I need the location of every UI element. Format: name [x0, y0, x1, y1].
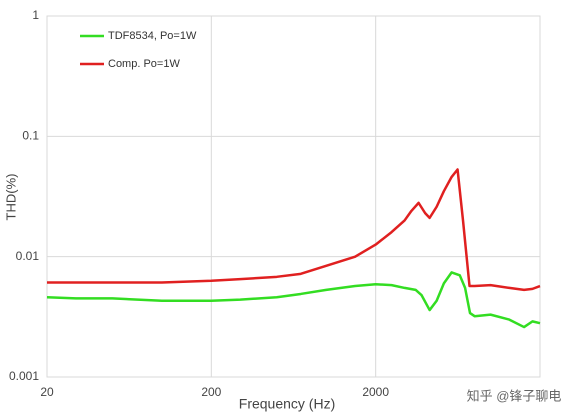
x-axis-title: Frequency (Hz): [239, 396, 335, 412]
data-line: [46, 271, 541, 329]
x-tick-label: 200: [201, 385, 221, 399]
y-tick-label: 0.01: [16, 249, 40, 263]
legend-label: TDF8534, Po=1W: [108, 30, 197, 42]
legend-label: Comp. Po=1W: [108, 58, 180, 70]
x-tick-label: 2000: [362, 385, 389, 399]
plot-frame: [46, 15, 541, 378]
data-line: [47, 168, 541, 292]
y-tick-label: 0.1: [22, 129, 39, 143]
y-axis-title: THD(%): [3, 174, 18, 221]
y-tick-label: 0.001: [9, 369, 39, 383]
watermark: 知乎 @锋子聊电: [467, 388, 562, 403]
y-tick-label: 1: [32, 8, 39, 22]
x-tick-label: 20: [40, 385, 54, 399]
